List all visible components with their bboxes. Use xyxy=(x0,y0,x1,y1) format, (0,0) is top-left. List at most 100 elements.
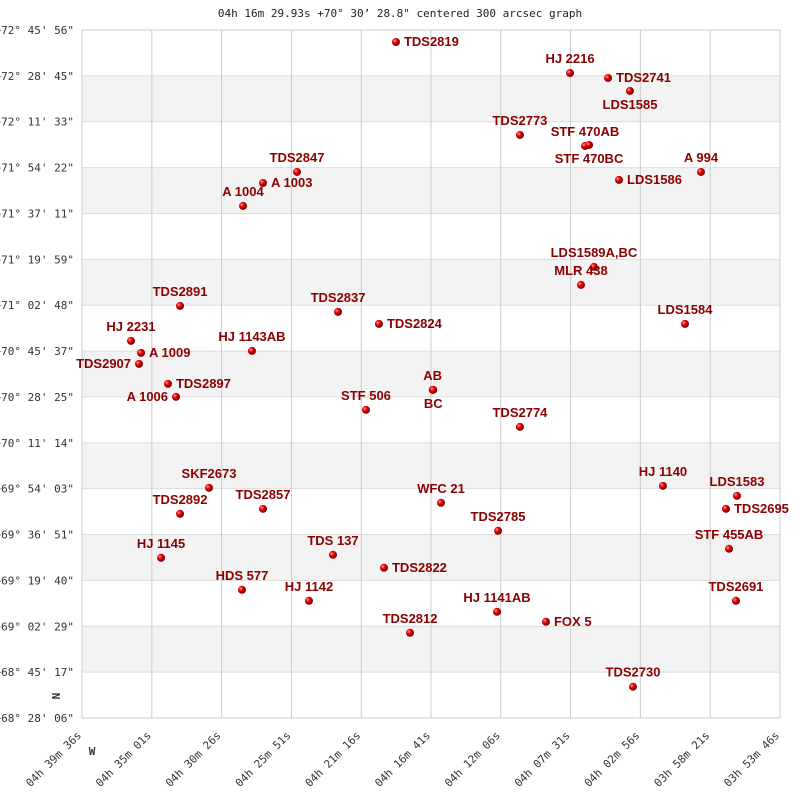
star-point xyxy=(731,596,740,605)
star-label: MLR 438 xyxy=(554,263,607,278)
y-tick-label: +69° 19' 40" xyxy=(0,574,74,587)
y-tick-label: +72° 45' 56" xyxy=(0,24,74,37)
star-marker: TDS2730 xyxy=(606,665,661,691)
star-label: A 1003 xyxy=(271,175,312,190)
star-label: AB xyxy=(423,368,442,383)
y-tick-label: +71° 37' 11" xyxy=(0,207,74,220)
x-tick-label: 04h 39m 36s xyxy=(23,729,84,790)
star-marker: TDS2819 xyxy=(391,34,459,49)
star-point xyxy=(137,348,146,357)
star-marker: TDS2741 xyxy=(604,70,671,85)
star-point xyxy=(172,392,181,401)
star-point xyxy=(329,550,338,559)
star-point xyxy=(515,422,524,431)
star-marker: TDS2897 xyxy=(163,376,231,391)
x-tick-label: 04h 21m 16s xyxy=(303,729,364,790)
star-marker: A 1003 xyxy=(259,175,312,190)
star-point xyxy=(293,167,302,176)
star-point xyxy=(515,130,524,139)
star-label: HJ 1140 xyxy=(639,464,687,479)
star-point xyxy=(374,319,383,328)
star-marker: FOX 5 xyxy=(541,614,592,629)
star-label: TDS2837 xyxy=(311,290,366,305)
star-marker: LDS1584 xyxy=(658,302,713,328)
star-point xyxy=(585,140,594,149)
star-label: TDS2891 xyxy=(153,284,208,299)
star-label: TDS2691 xyxy=(708,579,763,594)
star-marker: HJ 2216 xyxy=(545,51,595,77)
star-point xyxy=(205,483,214,492)
star-point xyxy=(628,682,637,691)
star-marker: LDS1585 xyxy=(603,86,658,112)
star-marker: LDS1589A,BC xyxy=(551,245,638,271)
star-marker: TDS2773 xyxy=(492,113,547,139)
star-label: FOX 5 xyxy=(554,614,592,629)
x-tick-label: 04h 30m 26s xyxy=(163,729,224,790)
star-label: TDS2785 xyxy=(471,509,526,524)
star-label: TDS2773 xyxy=(492,113,547,128)
star-label: A 1009 xyxy=(149,345,190,360)
star-label: TDS2824 xyxy=(387,316,443,331)
star-point xyxy=(379,563,388,572)
star-point xyxy=(566,68,575,77)
star-point xyxy=(437,498,446,507)
star-label: STF 455AB xyxy=(695,527,764,542)
star-label: HJ 1143AB xyxy=(218,329,285,344)
star-label: TDS2857 xyxy=(236,487,291,502)
star-label: HDS 577 xyxy=(216,568,269,583)
star-marker: HJ 1145 xyxy=(137,536,185,562)
star-point xyxy=(361,405,370,414)
star-point xyxy=(541,617,550,626)
star-label: HJ 2216 xyxy=(545,51,594,66)
star-point xyxy=(589,262,598,271)
y-tick-label: +72° 28' 45" xyxy=(0,70,74,83)
star-marker: MLR 438 xyxy=(554,263,608,289)
star-marker: TDS2857 xyxy=(236,487,291,513)
star-point xyxy=(259,504,268,513)
star-marker: HJ 1143AB xyxy=(218,329,286,355)
star-label: LDS1585 xyxy=(603,97,658,112)
star-marker: LDS1583 xyxy=(710,474,765,500)
star-point xyxy=(721,504,730,513)
star-label: TDS2897 xyxy=(176,376,231,391)
star-point xyxy=(625,86,634,95)
star-point xyxy=(615,175,624,184)
y-tick-label: +70° 28' 25" xyxy=(0,391,74,404)
star-marker: BC xyxy=(424,385,443,411)
star-marker: TDS2822 xyxy=(379,560,447,575)
star-marker: WFC 21 xyxy=(417,481,465,507)
star-point xyxy=(163,379,172,388)
y-tick-label: +69° 36' 51" xyxy=(0,529,74,542)
star-marker: TDS2695 xyxy=(721,501,789,516)
star-point xyxy=(576,280,585,289)
star-point xyxy=(238,201,247,210)
star-label: TDS2695 xyxy=(734,501,789,516)
y-tick-label: +71° 19' 59" xyxy=(0,253,74,266)
star-point xyxy=(176,301,185,310)
star-label: TDS2730 xyxy=(606,665,661,680)
star-label: LDS1583 xyxy=(710,474,765,489)
star-point xyxy=(725,544,734,553)
star-label: STF 506 xyxy=(341,388,391,403)
star-label: TDS2819 xyxy=(404,34,459,49)
plot-border xyxy=(81,29,781,719)
star-label: HJ 1142 xyxy=(285,579,333,594)
star-point xyxy=(176,509,185,518)
x-tick-label: 03h 58m 21s xyxy=(652,729,713,790)
star-label: LDS1586 xyxy=(627,172,682,187)
star-marker: STF 470BC xyxy=(555,140,624,166)
star-label: TDS 137 xyxy=(307,533,358,548)
star-point xyxy=(429,385,438,394)
star-marker: STF 455AB xyxy=(695,527,764,553)
star-point xyxy=(334,307,343,316)
star-marker: TDS2907 xyxy=(76,356,144,371)
x-tick-label: 04h 25m 51s xyxy=(233,729,294,790)
y-tick-label: +71° 54' 22" xyxy=(0,162,74,175)
star-point xyxy=(126,336,135,345)
star-point xyxy=(604,73,613,82)
star-label: WFC 21 xyxy=(417,481,465,496)
star-marker: A 994 xyxy=(684,150,719,176)
star-point xyxy=(696,167,705,176)
star-point xyxy=(259,178,268,187)
star-marker: TDS2892 xyxy=(153,492,208,518)
